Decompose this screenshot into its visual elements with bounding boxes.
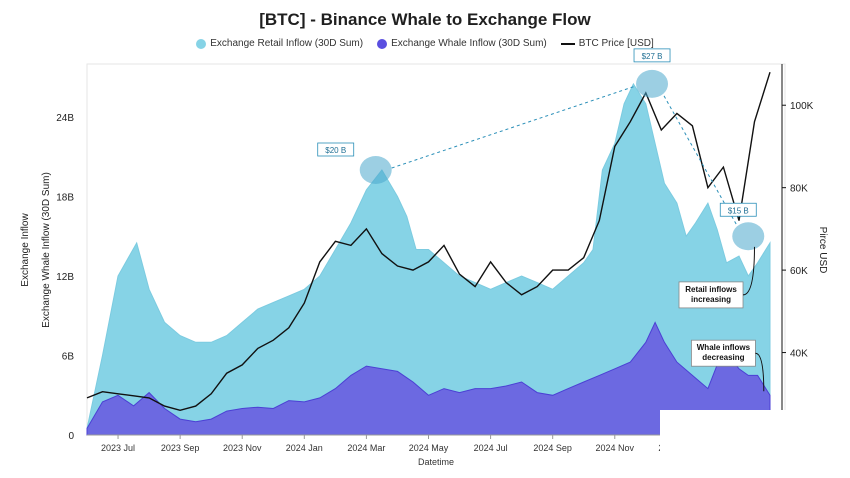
peak-circle	[636, 69, 669, 98]
y-left-tick-label: 6B	[62, 352, 75, 363]
callout-label: increasing	[691, 295, 731, 304]
peak-label-box	[317, 142, 355, 157]
y-axis-label-right: Pirce USD	[817, 227, 828, 274]
peak-circle	[732, 222, 765, 251]
line-series-btc-price-usd	[86, 71, 771, 412]
y-right-tick-label: 60K	[790, 266, 808, 277]
legend-label-price: BTC Price [USD]	[578, 38, 654, 49]
callout-box	[691, 339, 756, 367]
x-tick-label: 2024 Nov	[596, 443, 635, 453]
peak-label: $27 B	[642, 52, 663, 61]
legend-swatch-retail	[196, 38, 207, 49]
y-axis-label-outer: Exchange Inflow	[20, 213, 31, 287]
chart-title: [BTC] - Binance Whale to Exchange Flow	[259, 10, 591, 29]
legend-item-price[interactable]: BTC Price [USD]	[560, 38, 654, 49]
area-series-group	[86, 82, 771, 436]
callout-label: decreasing	[702, 353, 744, 362]
peak-circle	[359, 156, 392, 184]
area-series-exchange-retail-inflow-30d-sum	[86, 82, 771, 436]
peak-label-box	[633, 48, 671, 63]
legend-item-whale[interactable]: Exchange Whale Inflow (30D Sum)	[377, 38, 547, 49]
legend-item-retail[interactable]: Exchange Retail Inflow (30D Sum)	[196, 38, 363, 49]
chart-legend: Exchange Retail Inflow (30D Sum) Exchang…	[0, 38, 850, 49]
legend-label-whale: Exchange Whale Inflow (30D Sum)	[391, 38, 547, 49]
callout-arrow	[755, 352, 765, 392]
x-tick-label: 2024 Jan	[286, 443, 323, 453]
legend-swatch-whale	[377, 38, 388, 49]
x-tick-label: 2023 Nov	[223, 443, 262, 453]
y-left-tick-label: 18B	[56, 193, 74, 204]
x-tick-label: 2023 Jul	[101, 443, 135, 453]
area-series-exchange-whale-inflow-30d-sum	[86, 321, 771, 436]
watermark-mask	[660, 410, 850, 478]
x-tick-label: 2024 Sep	[533, 443, 572, 453]
x-tick-label: 2024 Jul	[474, 443, 508, 453]
peak-label-box	[719, 202, 757, 217]
legend-swatch-price	[560, 42, 575, 45]
legend-label-retail: Exchange Retail Inflow (30D Sum)	[210, 38, 364, 49]
y-axis-label-inner: Exchange Whale Inflow (30D Sum)	[41, 172, 52, 328]
peak-label: $20 B	[325, 146, 346, 155]
x-tick-label: 2024 May	[409, 443, 449, 453]
y-left-tick-label: 0	[68, 431, 74, 442]
connector-20b-27b	[391, 85, 637, 169]
y-right-tick-label: 100K	[790, 101, 814, 112]
y-left-tick-label: 12B	[56, 272, 74, 283]
x-tick-label: 2023 Sep	[161, 443, 200, 453]
y-right-tick-label: 80K	[790, 184, 808, 195]
peak-label: $15 B	[728, 206, 749, 215]
x-tick-label: 2024 Mar	[347, 443, 385, 453]
y-left-tick-label: 24B	[56, 113, 74, 124]
line-series-group	[86, 71, 771, 412]
callout-label: Retail inflows	[685, 285, 737, 294]
x-axis-label: Datetime	[418, 457, 454, 467]
y-right-tick-label: 40K	[790, 349, 808, 360]
callout-arrow	[742, 246, 755, 296]
callout-label: Whale inflows	[697, 343, 751, 352]
